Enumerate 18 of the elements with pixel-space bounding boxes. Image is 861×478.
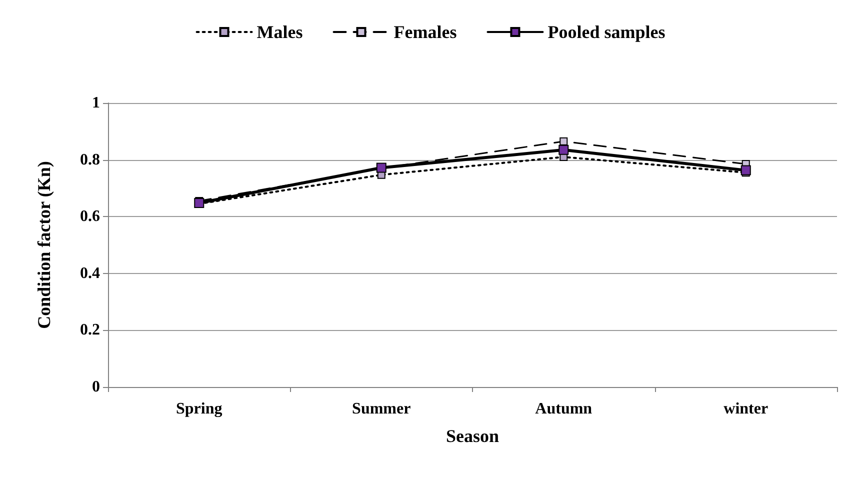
point	[558, 144, 569, 155]
y-axis-title: Condition factor (Kn)	[34, 161, 54, 329]
x-axis-title: Season	[446, 426, 500, 446]
y-tick-label: 0	[92, 378, 100, 396]
y-tick-label: 0.2	[80, 322, 100, 339]
y-tick-label: 0.8	[80, 151, 100, 168]
x-tick-label: Summer	[352, 400, 411, 418]
point	[740, 165, 751, 176]
legend-label: Females	[394, 22, 457, 42]
point	[560, 137, 568, 146]
y-tick-label: 0.6	[80, 208, 100, 226]
x-tick-label: Autumn	[535, 400, 592, 418]
y-tick-label: 0.4	[80, 264, 100, 282]
legend-label: Pooled samples	[548, 22, 666, 42]
x-tick-label: Spring	[176, 400, 222, 418]
y-tick-label: 1	[92, 94, 100, 112]
legend-label: Males	[256, 22, 303, 42]
x-tick-label: winter	[724, 400, 768, 418]
